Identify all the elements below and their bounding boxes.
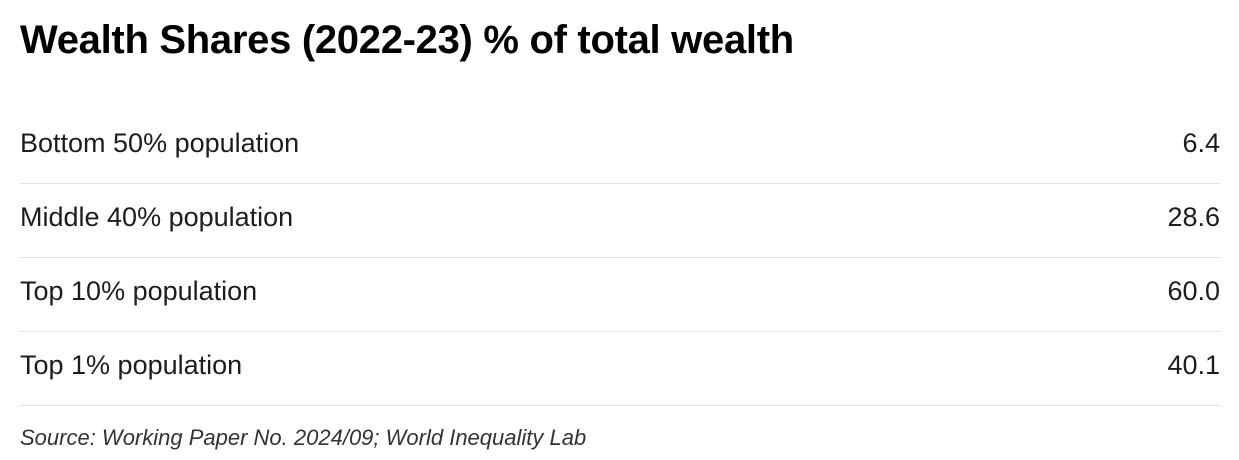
row-label: Top 1% population [20,350,243,380]
row-value: 28.6 [1167,202,1220,232]
row-label: Bottom 50% population [20,128,300,158]
data-table: Bottom 50% population 6.4 Middle 40% pop… [20,110,1220,406]
row-label: Middle 40% population [20,202,294,232]
table-row: Top 1% population 40.1 [20,332,1220,406]
table-row: Top 10% population 60.0 [20,258,1220,332]
row-value: 60.0 [1167,276,1220,306]
table-row: Middle 40% population 28.6 [20,184,1220,258]
chart-title: Wealth Shares (2022-23) % of total wealt… [20,18,794,62]
row-value: 40.1 [1167,350,1220,380]
row-label: Top 10% population [20,276,258,306]
table-row: Bottom 50% population 6.4 [20,110,1220,184]
source-note: Source: Working Paper No. 2024/09; World… [20,425,587,450]
row-value: 6.4 [1182,128,1220,158]
